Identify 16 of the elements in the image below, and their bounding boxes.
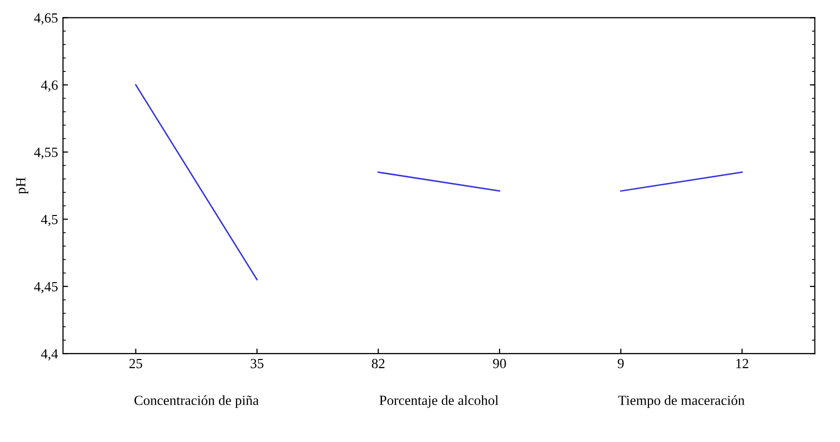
x-tick-label: 82 [372, 358, 384, 368]
x-tick-label: 9 [618, 358, 624, 368]
y-tick-label: 4,65 [34, 13, 58, 25]
x-tick-label: 35 [250, 358, 264, 368]
x-tick-label: 90 [493, 358, 506, 368]
y-tick-label: 4,45 [34, 282, 58, 294]
text: Porcentaje de alcohol [380, 395, 498, 408]
text: Tiempo de maceración [618, 395, 745, 408]
y-tick-label: 4,5 [41, 214, 58, 226]
text: Concentración de piña [134, 395, 259, 408]
y-tick-label: 4,6 [41, 80, 58, 92]
x-tick-label: 12 [736, 358, 748, 368]
y-tick-label: 4,4 [41, 349, 58, 361]
y-axis-title: pH [16, 178, 28, 194]
x-tick-label: 25 [129, 358, 142, 368]
y-tick-label: 4,55 [34, 148, 58, 159]
